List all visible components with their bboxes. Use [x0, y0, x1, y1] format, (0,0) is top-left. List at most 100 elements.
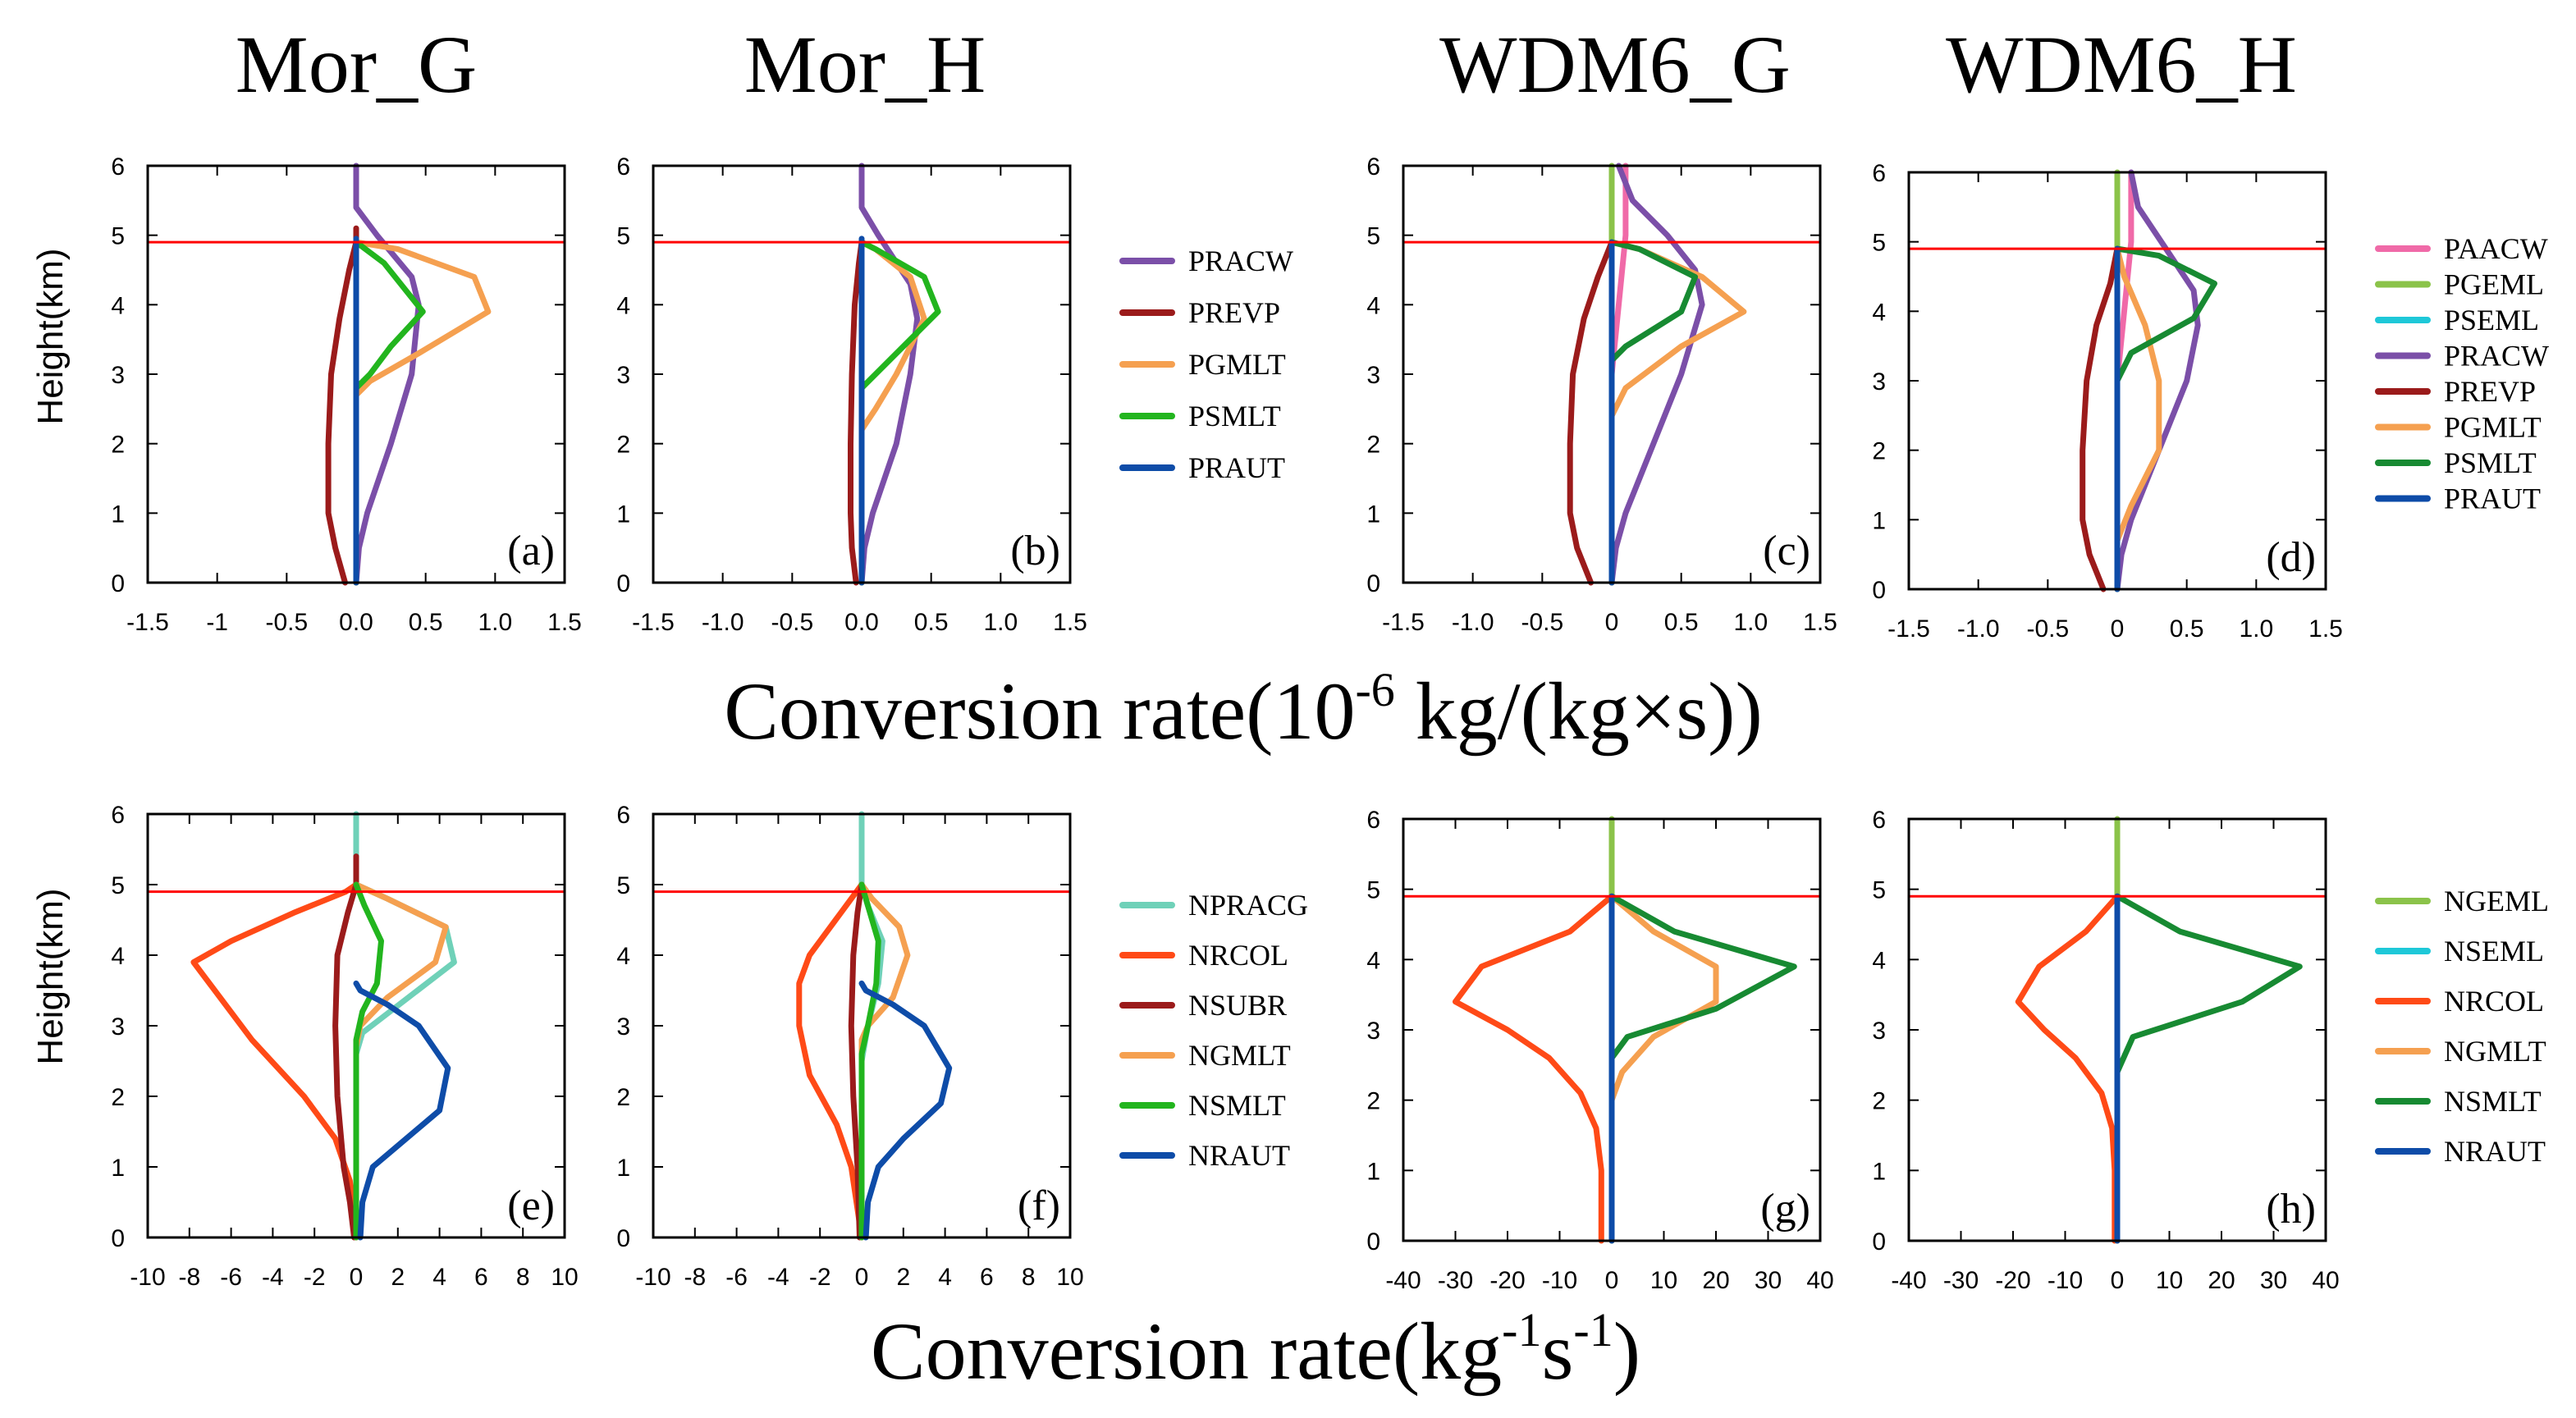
x-tick-label: 30 [2260, 1267, 2287, 1294]
x-tick-label: 8 [516, 1264, 530, 1291]
series-prevp [2080, 245, 2121, 592]
x-tick-label: -10 [130, 1264, 165, 1291]
x-tick-label: 0 [1605, 1267, 1619, 1294]
y-tick-label: 6 [111, 802, 125, 829]
x-tick-label: 0 [1605, 609, 1619, 636]
y-tick-label: 0 [111, 570, 125, 597]
y-tick-label: 2 [1872, 438, 1886, 465]
y-tick-label: 1 [111, 1155, 125, 1182]
legend-label-nseml: NSEML [2444, 935, 2544, 967]
legend-label-nsubr: NSUBR [1188, 989, 1287, 1022]
y-tick-label: 4 [1872, 299, 1886, 326]
panel-label: (h) [2266, 1186, 2316, 1233]
x-tick-label: -1.5 [632, 609, 675, 636]
series-pracw [2114, 169, 2201, 592]
series-nsubr [848, 881, 865, 1241]
series-pracw [858, 162, 921, 586]
x-tick-label: 0 [350, 1264, 364, 1291]
y-tick-label: 5 [111, 223, 125, 250]
y-tick-label: 0 [1872, 577, 1886, 604]
y-tick-label: 3 [1366, 362, 1380, 389]
legend-label-pracw: PRACW [2444, 340, 2549, 373]
chart-panels: -1.5 -1 -0.5 0.0 0.5 1.0 1.5 0 1 2 3 4 5 6 (a) -1.5 -1.0… [111, 153, 2343, 1294]
y-tick-label: 6 [1872, 807, 1886, 834]
y-tick-label: 2 [616, 432, 630, 459]
y-tick-label: 5 [1872, 877, 1886, 904]
legend-label-npracg: NPRACG [1188, 889, 1308, 922]
y-tick-label: 1 [1872, 507, 1886, 534]
series-nsmlt [353, 881, 384, 1241]
legend-label-pgmlt: PGMLT [1188, 348, 1286, 381]
x-tick-label: 1.0 [2239, 615, 2273, 643]
legend-wdm6-bottom: NGEML NSEML NRCOL NGMLT NSMLT NRAUT [2375, 885, 2549, 1168]
x-tick-label: 8 [1022, 1264, 1036, 1291]
y-tick-label: 3 [111, 1013, 125, 1041]
panel-label: (d) [2266, 534, 2316, 581]
y-tick-label: 4 [1366, 947, 1380, 974]
x-tick-label: -1.0 [1452, 609, 1494, 636]
x-tick-label: 4 [938, 1264, 952, 1291]
y-tick-label: 6 [1872, 160, 1886, 187]
x-tick-label: 20 [2208, 1267, 2235, 1294]
y-tick-label: 4 [1366, 292, 1380, 319]
x-tick-label: -6 [725, 1264, 748, 1291]
y-tick-label: 5 [111, 872, 125, 899]
legend-mor-top: PRACW PREVP PGMLT PSMLT PRAUT [1119, 245, 1293, 484]
x-tick-label: -2 [809, 1264, 831, 1291]
x-tick-label: -0.5 [265, 609, 308, 636]
legend-label-pgeml: PGEML [2444, 268, 2544, 301]
legend-label-praut: PRAUT [1188, 451, 1285, 484]
x-tick-label: 10 [1056, 1264, 1083, 1291]
legend-label-nraut: NRAUT [1188, 1139, 1290, 1172]
x-tick-label: -4 [767, 1264, 789, 1291]
x-tick-label: 1.5 [547, 609, 582, 636]
y-tick-label: 6 [111, 153, 125, 181]
panel-b: -1.5 -1.0 -0.5 0.0 0.5 1.0 1.5 0 1 2 3 4 5 6 (b) [616, 153, 1087, 636]
plot-frame [1907, 171, 2327, 591]
panel-label: (c) [1763, 528, 1810, 574]
x-tick-label: 1.0 [478, 609, 512, 636]
plot-frame [146, 164, 566, 584]
y-tick-label: 0 [1366, 570, 1380, 597]
x-tick-label: -30 [1943, 1267, 1979, 1294]
x-tick-label: 6 [980, 1264, 994, 1291]
y-tick-label: 3 [616, 1013, 630, 1041]
y-tick-label: 4 [616, 292, 630, 319]
y-axis-label-bottom: Height(km) [30, 888, 71, 1064]
x-tick-label: 0 [2111, 1267, 2125, 1294]
y-tick-label: 0 [616, 570, 630, 597]
y-tick-label: 6 [1366, 807, 1380, 834]
panel-label: (a) [507, 528, 555, 574]
x-tick-label: 20 [1702, 1267, 1729, 1294]
x-tick-label: 40 [1806, 1267, 1833, 1294]
y-tick-label: 4 [616, 943, 630, 970]
series-nsubr [332, 853, 359, 1241]
x-axis-label-bottom: Conversion rate(kg-1s-1) [871, 1303, 1640, 1397]
x-tick-label: 0 [2111, 615, 2125, 643]
column-title-mor-h: Mor_H [744, 19, 986, 110]
x-tick-label: -4 [262, 1264, 284, 1291]
y-tick-label: 6 [1366, 153, 1380, 181]
x-tick-label: -8 [178, 1264, 200, 1291]
panel-label: (e) [507, 1182, 555, 1229]
legend-label-nsmlt: NSMLT [1188, 1089, 1286, 1122]
series-prevp [1567, 239, 1615, 586]
x-tick-label: 1.0 [983, 609, 1018, 636]
panel-label: (g) [1760, 1186, 1810, 1233]
legends: PRACWPREVPPGMLTPSMLTPRAUTPAACWPGEMLPSEML… [1119, 232, 2549, 1172]
y-tick-label: 3 [1366, 1018, 1380, 1045]
x-tick-label: -0.5 [2026, 615, 2069, 643]
x-tick-label: 0 [855, 1264, 869, 1291]
y-tick-label: 3 [111, 362, 125, 389]
y-tick-label: 5 [616, 872, 630, 899]
y-tick-label: 1 [1872, 1158, 1886, 1185]
panel-label: (b) [1010, 528, 1060, 574]
y-tick-label: 3 [1872, 368, 1886, 396]
y-tick-label: 1 [616, 1155, 630, 1182]
x-tick-label: -1.0 [702, 609, 744, 636]
y-tick-label: 5 [1872, 230, 1886, 257]
